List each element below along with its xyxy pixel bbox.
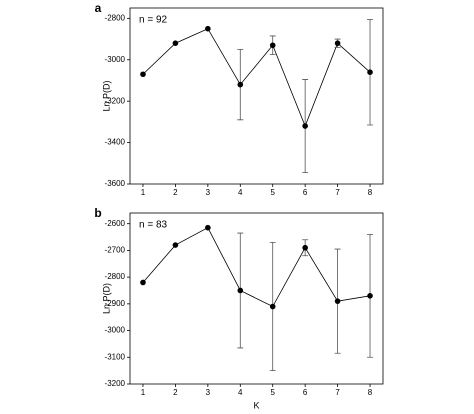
x-tick-label: 1 (141, 388, 146, 397)
x-tick-label: 5 (270, 388, 275, 397)
y-tick-label: -2600 (105, 219, 126, 228)
x-tick-label: 4 (238, 188, 243, 197)
y-tick-label: -3100 (105, 352, 126, 361)
x-tick-label: 4 (238, 388, 243, 397)
data-point (205, 224, 211, 231)
x-tick-label: 8 (368, 188, 373, 197)
series-line (142, 28, 371, 128)
x-tick-label: 7 (335, 388, 340, 397)
annotation: n = 92 (139, 15, 168, 26)
x-tick-label: 5 (270, 188, 275, 197)
y-tick-label: -2700 (105, 246, 126, 255)
plot-frame (129, 212, 384, 385)
data-point (269, 303, 276, 310)
x-tick-label: 1 (141, 188, 146, 197)
annotation: n = 83 (139, 220, 168, 231)
y-tick-label: -2800 (105, 13, 126, 22)
data-point (367, 293, 373, 299)
data-point (269, 42, 276, 49)
y-tick-label: -2900 (105, 299, 126, 308)
x-tick-label: 6 (303, 388, 308, 397)
data-point (140, 71, 146, 78)
x-tick-label: 2 (173, 188, 178, 197)
y-tick-label: -2800 (105, 272, 126, 281)
x-tick-label: 3 (206, 388, 211, 397)
x-tick-label: 2 (173, 388, 178, 397)
x-tick-label: 8 (368, 388, 373, 397)
y-tick-label: -3400 (105, 138, 126, 147)
data-point (205, 25, 211, 32)
panel-label: b (94, 206, 101, 220)
data-point (237, 287, 244, 294)
y-axis-label: Ln P(D) (101, 80, 111, 111)
data-point (172, 40, 179, 46)
y-tick-label: -3000 (105, 55, 126, 64)
data-point (334, 40, 341, 46)
x-tick-label: 6 (303, 188, 308, 197)
y-tick-label: -3000 (105, 326, 126, 335)
series-line (142, 227, 371, 308)
y-tick-label: -3200 (105, 96, 126, 105)
y-tick-label: -3600 (105, 179, 126, 188)
data-point (140, 279, 146, 286)
x-axis-label: K (253, 400, 259, 410)
data-point (334, 298, 341, 304)
y-tick-label: -3200 (105, 379, 126, 388)
plot-frame (129, 7, 384, 185)
data-point (237, 81, 244, 88)
data-point (172, 242, 179, 248)
data-point (367, 69, 373, 75)
x-tick-label: 3 (206, 188, 211, 197)
data-point (302, 123, 308, 129)
y-axis-label: Ln P(D) (101, 283, 111, 314)
panel-label: a (95, 1, 102, 15)
x-tick-label: 7 (335, 188, 340, 197)
data-point (302, 244, 308, 251)
